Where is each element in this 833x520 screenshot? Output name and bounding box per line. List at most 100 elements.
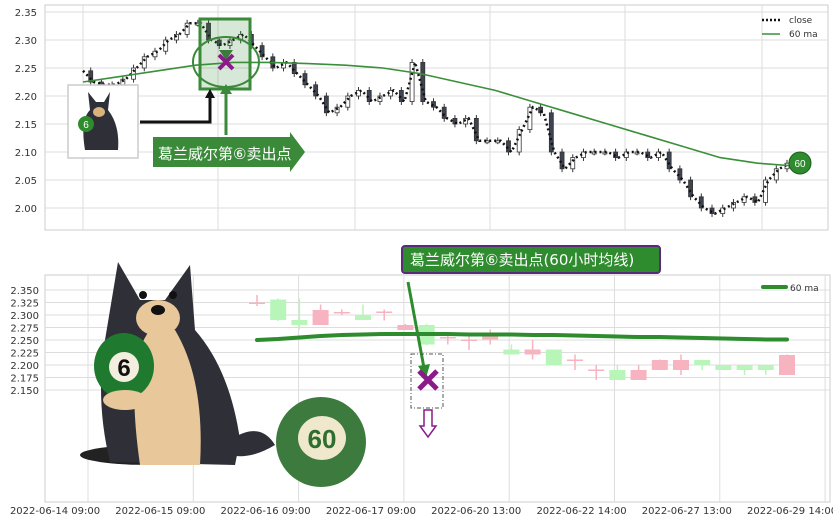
ball-60-face [298,416,346,460]
ball-thumbnail-label: 6 [83,120,89,131]
ball-thumbnail [78,116,94,132]
legend-ma-label: 60 ma [790,284,819,294]
annotation-pointer-head-icon [418,364,430,378]
candle [516,129,522,153]
candle [715,365,732,370]
ma60-line [82,61,796,167]
candle [270,299,287,320]
y-tick-label: 2.20 [15,92,37,103]
ma60-line [255,332,789,342]
candle [355,315,371,320]
ball-6-face [109,352,139,382]
candle [249,302,265,304]
top-annotation-label: 葛兰威尔第⑥卖出点 [158,145,292,163]
dog-nose [151,305,165,315]
candle [420,62,426,103]
y-tick-label: 2.15 [15,120,37,131]
candle [545,349,562,365]
candle [736,365,753,370]
y-tick-label: 2.00 [15,204,37,215]
candle [559,151,565,170]
ma60-end-badge-label: 60 [794,159,806,170]
x-tick-label: 2022-06-22 14:00 [536,506,626,517]
candle [88,70,94,83]
candle [345,95,351,108]
dog-paw [103,390,147,410]
candle [688,179,693,198]
dog-tail [230,431,275,457]
candle [503,349,520,355]
x-tick-label: 2022-06-29 14:00 [747,506,833,517]
top-chart: 2.35 2.30 2.25 2.20 2.15 2.10 2.05 2.00 close 60 … [15,4,829,231]
y-tick-label: 2.05 [15,176,37,187]
y-tick-label: 2.30 [15,36,37,47]
ball-6-label: 6 [117,355,130,382]
plot-area [44,4,829,231]
x-tick-label: 2022-06-20 13:00 [431,506,521,517]
candle [184,22,190,35]
candle [567,359,583,361]
x-tick-label: 2022-06-14 09:00 [10,506,100,517]
candle [398,90,404,103]
candle [452,118,458,125]
sell-x-marker-icon [417,369,439,391]
annotation-arrow-box [153,132,305,172]
candle [630,370,647,380]
dog-eye-left [139,291,147,299]
y-tick-label: 2.225 [10,349,39,360]
dog-thumbnail-muzzle [93,107,105,117]
candle [694,360,711,365]
y-tick-label: 2.175 [10,374,39,385]
y-tick-label: 2.200 [10,361,39,372]
y-tick-label: 2.150 [10,386,39,397]
candle [651,360,668,370]
x-tick-label: 2022-06-15 09:00 [115,506,205,517]
ma60-end-badge [788,151,812,175]
candle [524,349,541,355]
y-tick-label: 2.275 [10,324,39,335]
dog-thumbnail [83,92,119,150]
y-tick-label: 2.300 [10,311,39,322]
y-tick-label: 2.10 [15,148,37,159]
candle [752,196,758,203]
candle [441,106,447,119]
dog-muzzle [136,300,180,336]
x-tick-label: 2022-06-17 09:00 [326,506,416,517]
candle [473,118,479,142]
legend-ma-label: 60 ma [789,30,818,40]
candle [588,369,605,371]
candle [482,334,499,340]
candle [666,151,672,170]
candle [779,355,795,375]
candle [397,325,414,330]
candle [757,365,774,370]
dog-eye-right [169,291,177,299]
candle [323,95,329,114]
ball-60-label: 60 [308,424,337,454]
y-tick-label: 2.350 [10,286,39,297]
bottom-annotation-label: 葛兰威尔第⑥卖出点(60小时均线) [410,251,635,269]
signal-dashed-box [410,353,444,409]
sell-x-marker-icon [217,53,235,71]
y-tick-label: 2.25 [15,64,37,75]
candle [216,39,222,46]
y-tick-label: 2.35 [15,8,37,19]
x-tick-label: 2022-06-16 09:00 [221,506,311,517]
down-arrow-icon [418,409,438,439]
candle [609,370,626,380]
candle [312,310,329,325]
legend-close-label: close [789,16,813,26]
candle [506,140,511,153]
candle [333,312,350,314]
y-tick-label: 2.250 [10,336,39,347]
candle [291,320,308,325]
candle [461,339,477,341]
candle [527,106,533,130]
candle [376,311,393,313]
candle [439,337,456,339]
candle [409,62,415,103]
pointer-arrow-line [140,96,212,124]
y-tick-label: 2.325 [10,299,39,310]
candle [673,360,689,370]
